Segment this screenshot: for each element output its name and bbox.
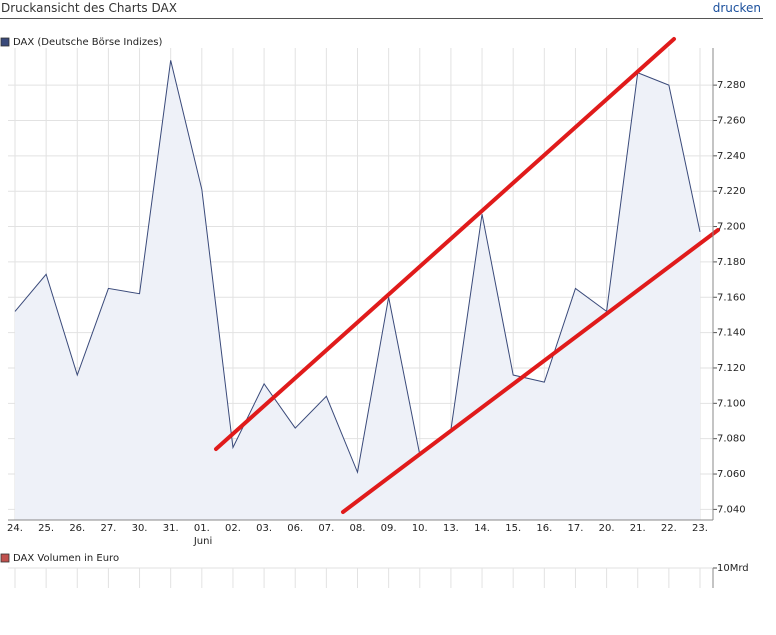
header: Druckansicht des Charts DAX drucken	[0, 0, 763, 19]
y-tick-label: 7.080	[717, 434, 746, 445]
legend-swatch	[0, 553, 10, 563]
y-tick-label: 7.060	[717, 469, 746, 480]
y-tick-label: 7.200	[717, 222, 746, 233]
x-tick-label: 26.	[69, 523, 85, 534]
print-link[interactable]: drucken	[712, 1, 761, 15]
x-tick-label: 21.	[630, 523, 646, 534]
y-tick-label: 7.220	[717, 186, 746, 197]
x-tick-label: 15.	[505, 523, 521, 534]
x-tick-label: 27.	[100, 523, 116, 534]
y-tick-label: 7.140	[717, 328, 746, 339]
x-tick-label: 20.	[599, 523, 615, 534]
x-tick-label: 02.	[225, 523, 241, 534]
legend-label: DAX (Deutsche Börse Indizes)	[13, 37, 162, 48]
x-tick-label: 23.	[692, 523, 708, 534]
x-tick-label: 16.	[536, 523, 552, 534]
x-tick-label: 24.	[7, 523, 23, 534]
y-tick-label: 7.040	[717, 504, 746, 515]
y-tick-label: 7.180	[717, 257, 746, 268]
y-tick-label: 7.160	[717, 292, 746, 303]
y-tick-label: 7.240	[717, 151, 746, 162]
trend-line-upper	[214, 37, 676, 451]
area	[15, 60, 700, 520]
x-tick-label: 31.	[163, 523, 179, 534]
y-tick-label: 7.280	[717, 80, 746, 91]
x-tick-label: 17.	[568, 523, 584, 534]
trend-line-lower	[341, 228, 720, 514]
x-tick-label: 22.	[661, 523, 677, 534]
x-tick-label: 25.	[38, 523, 54, 534]
x-tick-label: 06.	[287, 523, 303, 534]
x-month-label: Juni	[193, 536, 212, 547]
y-tick-label: 7.100	[717, 398, 746, 409]
x-tick-label: 08.	[350, 523, 366, 534]
x-tick-label: 07.	[318, 523, 334, 534]
page-title: Druckansicht des Charts DAX	[1, 1, 177, 15]
x-tick-label: 13.	[443, 523, 459, 534]
x-tick-label: 14.	[474, 523, 490, 534]
x-tick-label: 30.	[132, 523, 148, 534]
y-tick-label: 10Mrd	[717, 563, 749, 574]
x-tick-label: 01.	[194, 523, 210, 534]
x-tick-label: 09.	[381, 523, 397, 534]
x-tick-label: 10.	[412, 523, 428, 534]
y-tick-label: 7.120	[717, 363, 746, 374]
line	[14, 60, 701, 475]
y-tick-label: 7.260	[717, 115, 746, 126]
legend-swatch	[0, 37, 10, 47]
x-tick-label: 03.	[256, 523, 272, 534]
legend-label: DAX Volumen in Euro	[13, 553, 119, 564]
